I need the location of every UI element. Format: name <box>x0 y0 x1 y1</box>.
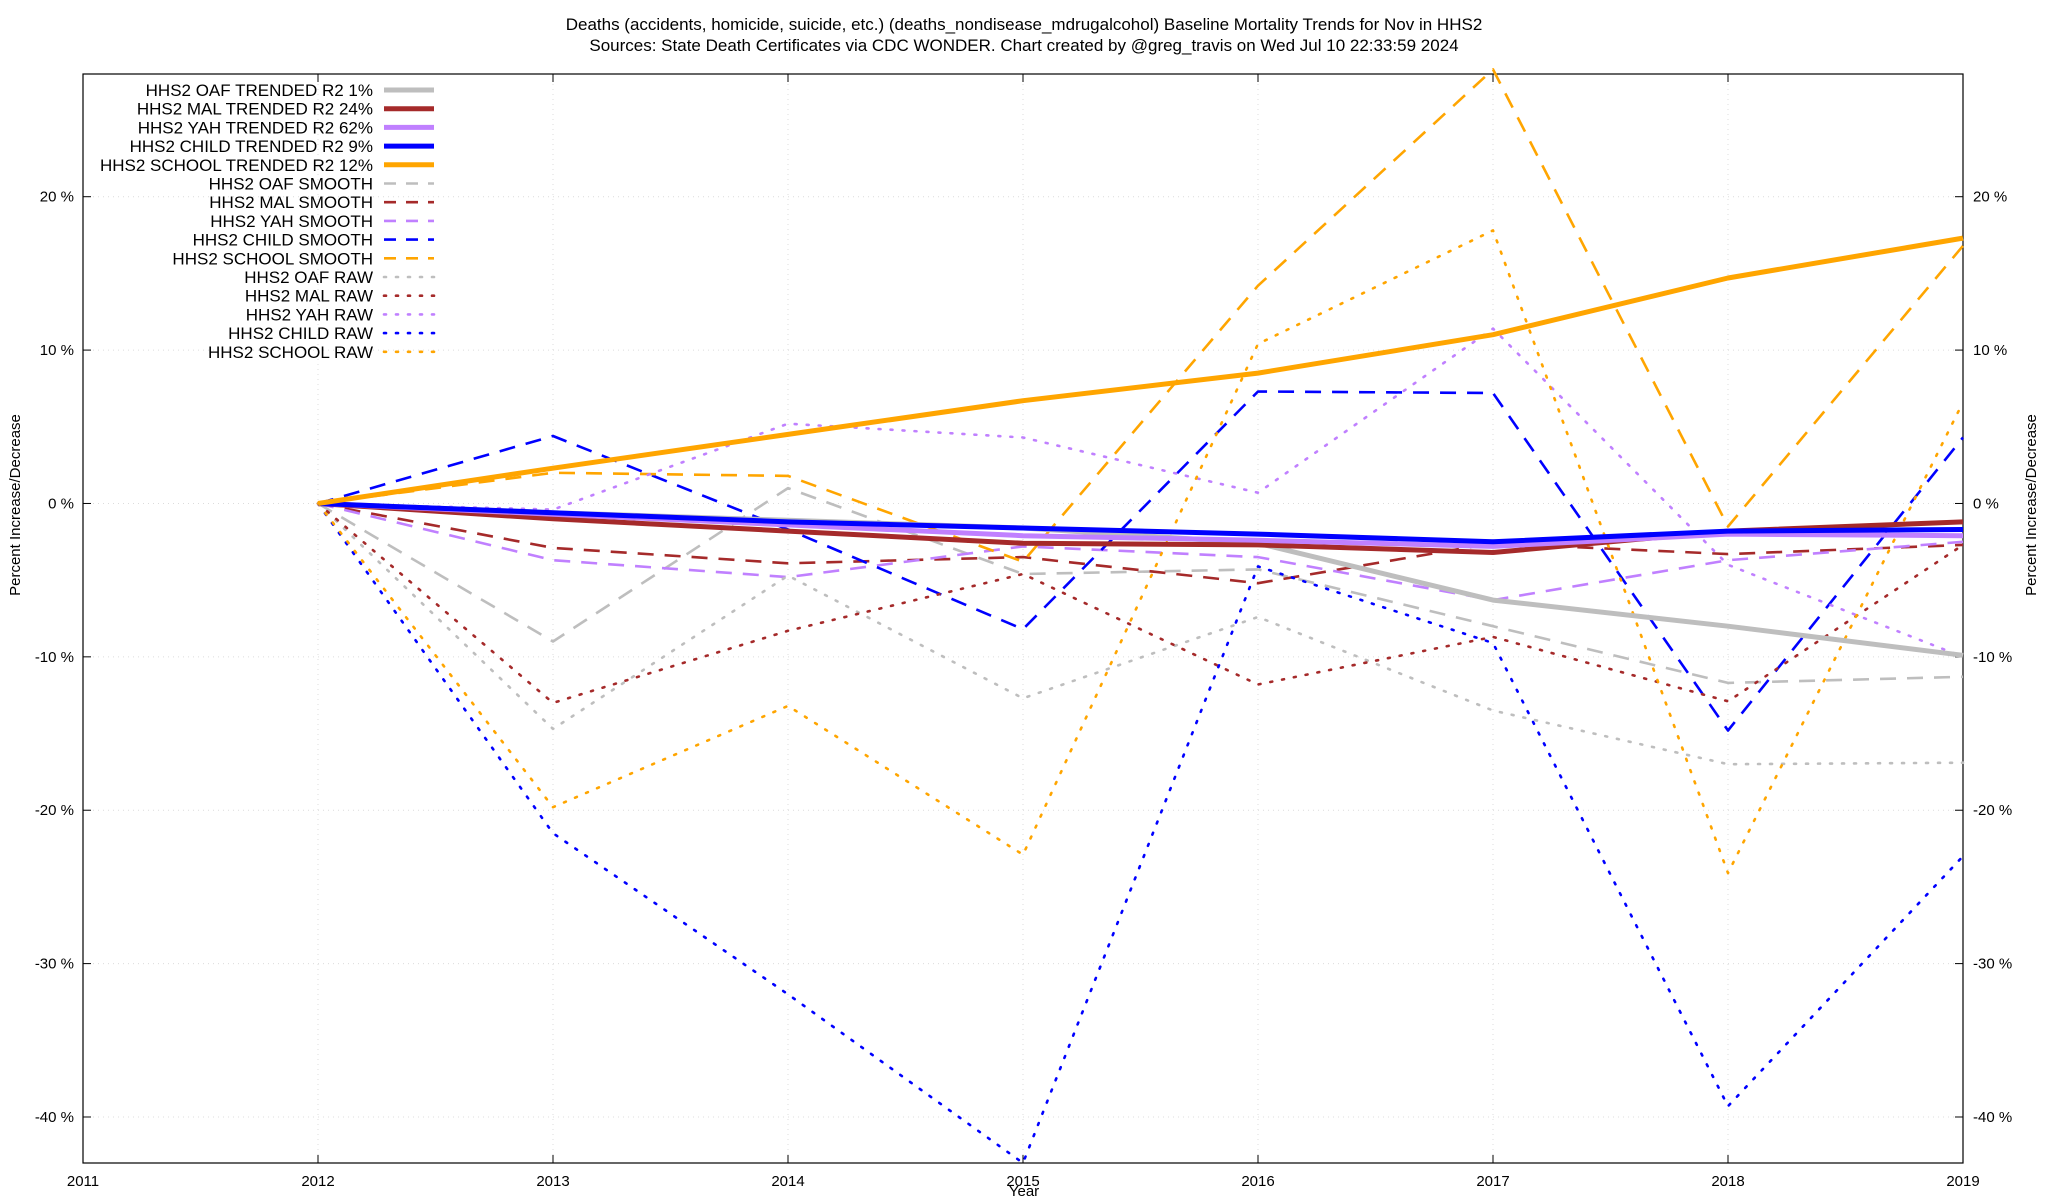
grid <box>82 74 1964 1163</box>
y2-tick-label: -20 % <box>1973 802 2012 819</box>
y2-tick-label: -40 % <box>1973 1109 2012 1126</box>
x-tick-label: 2014 <box>771 1173 804 1190</box>
y2-tick-label: -10 % <box>1973 649 2012 666</box>
legend-label: HHS2 YAH RAW <box>246 305 373 324</box>
legend-label: HHS2 MAL SMOOTH <box>209 193 373 212</box>
legend-label: HHS2 YAH SMOOTH <box>210 212 373 231</box>
y-tick-label: -20 % <box>35 802 74 819</box>
series-line-0 <box>317 501 1964 658</box>
y2-tick-label: -30 % <box>1973 956 2012 973</box>
series-line-8 <box>317 390 1965 732</box>
legend-label: HHS2 CHILD SMOOTH <box>193 231 373 250</box>
series-line-7 <box>317 502 1964 602</box>
chart-subtitle: Sources: State Death Certificates via CD… <box>589 36 1458 55</box>
y2-axis-label: Percent Increase/Decrease <box>2023 414 2040 596</box>
y-tick-label: -10 % <box>35 649 74 666</box>
y-tick-label: 0 % <box>48 495 74 512</box>
series-line-14 <box>316 229 1965 875</box>
legend-label: HHS2 OAF TRENDED R2 1% <box>146 81 373 100</box>
y-tick-label: -30 % <box>35 956 74 973</box>
y-tick-label: 10 % <box>40 342 74 359</box>
y2-tick-label: 20 % <box>1973 189 2007 206</box>
y-axis-label: Percent Increase/Decrease <box>7 414 24 596</box>
chart-title: Deaths (accidents, homicide, suicide, et… <box>566 15 1483 34</box>
series-line-12 <box>316 327 1965 659</box>
legend-label: HHS2 SCHOOL SMOOTH <box>172 249 373 268</box>
series-line-9 <box>317 68 1964 564</box>
legend-label: HHS2 CHILD RAW <box>228 324 373 343</box>
series-line-11 <box>316 502 1965 705</box>
x-tick-label: 2013 <box>536 1173 569 1190</box>
legend: HHS2 OAF TRENDED R2 1%HHS2 MAL TRENDED R… <box>100 81 436 362</box>
series-line-6 <box>317 502 1964 585</box>
legend-label: HHS2 OAF SMOOTH <box>209 175 373 194</box>
legend-label: HHS2 OAF RAW <box>244 268 373 287</box>
legend-label: HHS2 YAH TRENDED R2 62% <box>138 118 373 137</box>
y-tick-label: 20 % <box>40 189 74 206</box>
axis-ticks: 2011 2012 2013 2014 2015 2016 2017 2018 2019 -40 … <box>35 74 2012 1190</box>
x-axis-label: Year <box>1009 1183 1039 1200</box>
series-line-10 <box>316 502 1965 766</box>
legend-label: HHS2 CHILD TRENDED R2 9% <box>130 137 373 156</box>
x-tick-label: 2016 <box>1241 1173 1274 1190</box>
series-group <box>316 68 1965 1165</box>
x-tick-label: 2011 <box>67 1173 99 1190</box>
x-tick-label: 2012 <box>301 1173 334 1190</box>
series-line-4 <box>317 235 1964 506</box>
legend-label: HHS2 SCHOOL TRENDED R2 12% <box>100 156 373 175</box>
series-line-5 <box>317 486 1964 685</box>
y2-tick-label: 10 % <box>1973 342 2007 359</box>
x-tick-label: 2015 <box>1006 1173 1039 1190</box>
legend-label: HHS2 SCHOOL RAW <box>208 343 373 362</box>
legend-label: HHS2 MAL RAW <box>245 287 373 306</box>
series-line-13 <box>316 502 1965 1165</box>
series-line-3 <box>317 501 1964 545</box>
legend-label: HHS2 MAL TRENDED R2 24% <box>137 100 373 119</box>
x-tick-label: 2018 <box>1711 1173 1744 1190</box>
y2-tick-label: 0 % <box>1973 495 1999 512</box>
y-tick-label: -40 % <box>35 1109 74 1126</box>
x-tick-label: 2019 <box>1946 1173 1979 1190</box>
x-tick-label: 2017 <box>1476 1173 1509 1190</box>
